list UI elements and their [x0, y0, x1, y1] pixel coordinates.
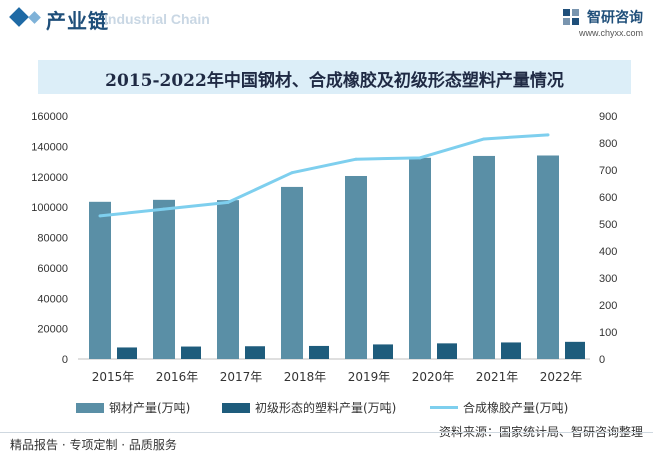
x-tick-label: 2020年 [412, 370, 455, 384]
legend-label-steel: 钢材产量(万吨) [109, 401, 191, 415]
y-left-tick-label: 160000 [31, 111, 68, 123]
footer-text: 精品报告 · 专项定制 · 品质服务 [10, 438, 177, 452]
bar-steel [153, 199, 175, 359]
y-right-tick-label: 400 [599, 246, 617, 258]
bar-plastic [181, 346, 201, 359]
y-left-tick-label: 60000 [37, 263, 68, 275]
legend-swatch-steel [76, 402, 104, 413]
y-right-tick-label: 900 [599, 111, 617, 123]
bar-plastic [437, 343, 457, 359]
y-left-tick-label: 20000 [37, 324, 68, 336]
point-rubber [482, 137, 486, 141]
point-rubber [226, 200, 230, 204]
point-rubber [98, 214, 102, 218]
point-rubber [354, 157, 358, 161]
footer: 精品报告 · 专项定制 · 品质服务 [0, 432, 653, 454]
top-bar: 产业链 Industrial Chain 智研咨询 www.chyxx.com [0, 0, 653, 44]
chart-title-band: 2015-2022年中国钢材、合成橡胶及初级形态塑料产量情况 [38, 60, 631, 94]
chart-title: 2015-2022年中国钢材、合成橡胶及初级形态塑料产量情况 [105, 71, 564, 91]
x-tick-label: 2018年 [284, 370, 327, 384]
x-tick-label: 2015年 [92, 370, 135, 384]
point-rubber [546, 133, 550, 137]
bar-steel [217, 200, 239, 359]
bar-plastic [373, 344, 393, 359]
y-right-tick-label: 0 [599, 354, 605, 366]
y-right-tick-label: 300 [599, 273, 617, 285]
legend-label-plastic: 初级形态的塑料产量(万吨) [255, 401, 397, 415]
y-left-tick-label: 0 [62, 354, 68, 366]
x-tick-label: 2022年 [540, 370, 583, 384]
bar-plastic [309, 345, 329, 359]
point-rubber [290, 171, 294, 175]
legend-swatch-rubber [430, 406, 458, 409]
bar-plastic [501, 342, 521, 359]
y-right-tick-label: 600 [599, 192, 617, 204]
y-left-tick-label: 100000 [31, 202, 68, 214]
y-right-tick-label: 100 [599, 327, 617, 339]
legend-swatch-plastic [222, 402, 250, 413]
x-tick-label: 2021年 [476, 370, 519, 384]
legend: 钢材产量(万吨) 初级形态的塑料产量(万吨) 合成橡胶产量(万吨) [0, 399, 653, 417]
x-tick-label: 2016年 [156, 370, 199, 384]
brand-logo-icon [562, 8, 579, 25]
bar-steel [537, 155, 559, 359]
legend-label-rubber: 合成橡胶产量(万吨) [463, 401, 569, 415]
x-tick-label: 2017年 [220, 370, 263, 384]
y-left-tick-label: 120000 [31, 172, 68, 184]
y-right-tick-label: 200 [599, 300, 617, 312]
point-rubber [162, 207, 166, 211]
y-right-tick-label: 700 [599, 165, 617, 177]
legend-item-plastic: 初级形态的塑料产量(万吨) [222, 399, 396, 416]
y-right-tick-label: 500 [599, 219, 617, 231]
y-left-tick-label: 140000 [31, 141, 68, 153]
y-left-tick-label: 40000 [37, 293, 68, 305]
point-rubber [418, 156, 422, 160]
brand: 智研咨询 www.chyxx.com [562, 6, 643, 38]
line-rubber [99, 133, 549, 218]
bar-steel [89, 201, 111, 359]
y-right-tick-label: 800 [599, 138, 617, 150]
bar-plastic [565, 341, 585, 359]
x-tick-label: 2019年 [348, 370, 391, 384]
footer-divider [0, 432, 653, 433]
bar-steel [281, 186, 303, 359]
brand-url: www.chyxx.com [578, 27, 643, 38]
bar-steel [473, 155, 495, 359]
brand-name: 智研咨询 [587, 9, 643, 26]
y-left-tick-label: 80000 [37, 233, 68, 245]
legend-item-rubber: 合成橡胶产量(万吨) [430, 399, 568, 416]
bar-plastic [245, 346, 265, 359]
bar-steel [409, 157, 431, 359]
section-subtitle: Industrial Chain [104, 11, 210, 27]
legend-item-steel: 钢材产量(万吨) [76, 399, 190, 416]
bar-plastic [117, 347, 137, 359]
bar-steel [345, 175, 367, 359]
section-title: 产业链 [46, 9, 109, 33]
